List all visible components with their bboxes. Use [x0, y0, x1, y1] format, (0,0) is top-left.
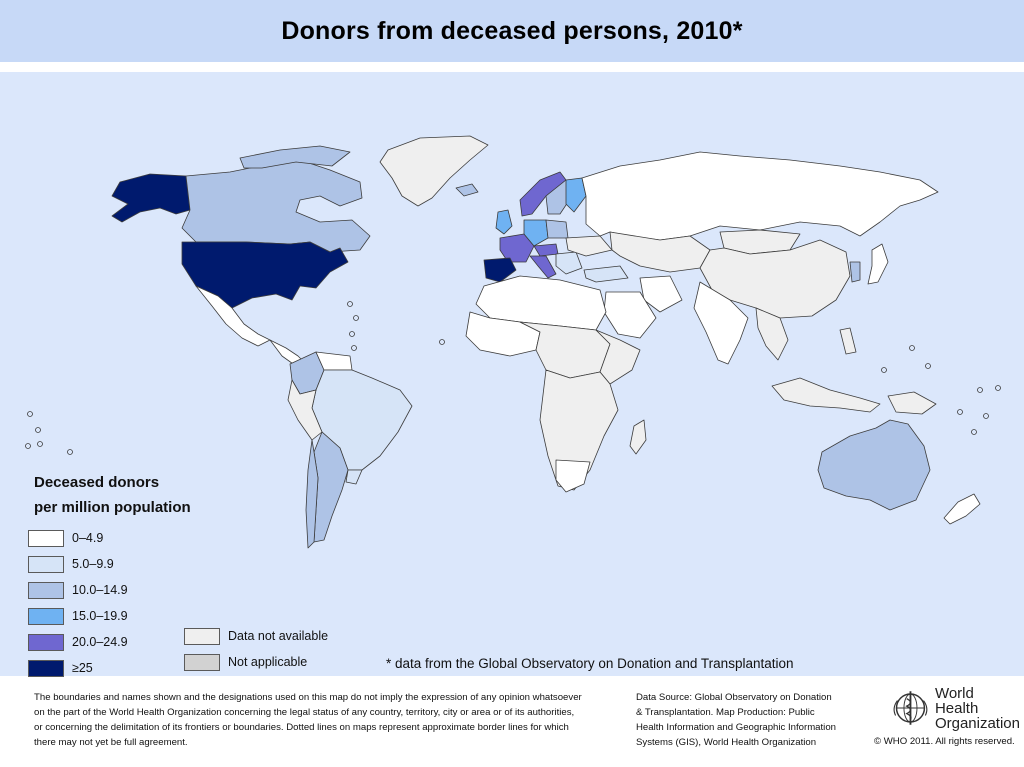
disclaimer-line: The boundaries and names shown and the d… — [34, 692, 582, 703]
world-map — [25, 135, 1001, 549]
disclaimer-line: or concerning the delimitation of its fr… — [34, 722, 569, 733]
region-sweden — [545, 179, 573, 215]
who-logo: World Health Organization — [890, 686, 1020, 731]
legend-classes: 0–4.9 5.0–9.9 10.0–14.9 15.0–19.9 20.0–2… — [28, 526, 368, 680]
region-austria — [533, 243, 559, 257]
region-alaska — [111, 173, 191, 223]
region-spain — [483, 257, 517, 283]
source-line: Data Source: Global Observatory on Donat… — [636, 692, 832, 703]
region-central-asia — [609, 231, 711, 273]
region-balkans — [555, 251, 583, 275]
region-iceland — [455, 183, 479, 197]
disclaimer: The boundaries and names shown and the d… — [34, 690, 614, 750]
region-australia — [817, 419, 931, 511]
region-east-africa — [595, 329, 641, 385]
legend-item: ≥25 — [28, 656, 368, 680]
region-russia — [581, 151, 939, 241]
region-indonesia — [771, 377, 881, 413]
map-title: Donors from deceased persons, 2010* — [281, 16, 743, 45]
region-uk — [495, 209, 513, 235]
legend-other: Data not available Not applicable — [184, 624, 328, 676]
source-line: Systems (GIS), World Health Organization — [636, 737, 817, 748]
legend-swatch — [28, 659, 64, 677]
copyright: © WHO 2011. All rights reserved. — [874, 736, 1015, 747]
region-canada — [181, 159, 371, 253]
region-south-africa — [555, 459, 591, 493]
region-new-zealand — [943, 493, 981, 525]
who-name: World Health Organization — [935, 686, 1020, 731]
legend-item: 15.0–19.9 — [28, 604, 368, 628]
region-canada-islands — [239, 145, 351, 169]
region-china — [699, 239, 851, 319]
who-emblem-icon — [893, 691, 928, 725]
region-india — [693, 281, 749, 365]
region-italy — [529, 255, 557, 279]
region-se-asia — [755, 307, 789, 361]
data-source: Data Source: Global Observatory on Donat… — [636, 690, 856, 750]
legend-item: 0–4.9 — [28, 526, 368, 550]
legend-title-line1: Deceased donors — [34, 474, 160, 491]
region-poland — [545, 219, 569, 239]
footnote: * data from the Global Observatory on Do… — [386, 656, 794, 671]
legend-label: 20.0–24.9 — [72, 635, 128, 649]
source-line: Health Information and Geographic Inform… — [636, 722, 836, 733]
legend-label: ≥25 — [72, 661, 93, 675]
legend-swatch — [28, 581, 64, 599]
disclaimer-line: on the part of the World Health Organiza… — [34, 707, 575, 718]
island-markers — [25, 301, 1001, 455]
region-philippines — [839, 327, 857, 355]
legend-item: 20.0–24.9 — [28, 630, 368, 654]
legend: Deceased donors per million population 0… — [28, 470, 368, 682]
region-iran — [639, 275, 683, 313]
legend-label: 5.0–9.9 — [72, 557, 114, 571]
region-ukraine — [565, 235, 613, 257]
region-finland — [565, 177, 587, 213]
who-name-line1: World Health — [934, 684, 979, 717]
legend-label: 10.0–14.9 — [72, 583, 128, 597]
source-line: & Transplantation. Map Production: Publi… — [636, 707, 815, 718]
title-banner: Donors from deceased persons, 2010* — [0, 0, 1024, 62]
region-germany — [523, 219, 549, 247]
who-name-line2: Organization — [934, 714, 1020, 732]
legend-item: 5.0–9.9 — [28, 552, 368, 576]
region-japan — [867, 243, 889, 285]
legend-item: Data not available — [184, 624, 328, 648]
legend-label: 0–4.9 — [72, 531, 104, 545]
legend-swatch — [28, 633, 64, 651]
legend-swatch — [184, 653, 220, 671]
region-chile — [305, 439, 319, 549]
legend-swatch — [28, 555, 64, 573]
legend-label: 15.0–19.9 — [72, 609, 128, 623]
region-turkey — [583, 265, 629, 283]
map-panel: Deceased donors per million population 0… — [0, 72, 1024, 677]
legend-swatch — [28, 529, 64, 547]
legend-swatch — [28, 607, 64, 625]
legend-title-line2: per million population — [34, 499, 191, 516]
legend-label: Not applicable — [228, 655, 308, 669]
disclaimer-line: there may not yet be full agreement. — [34, 737, 188, 748]
region-new-guinea — [887, 391, 937, 415]
legend-item: 10.0–14.9 — [28, 578, 368, 602]
legend-label: Data not available — [228, 629, 329, 643]
legend-swatch — [184, 627, 220, 645]
region-korea — [849, 261, 861, 283]
legend-item: Not applicable — [184, 650, 328, 674]
region-madagascar — [629, 419, 647, 455]
legend-title: Deceased donors per million population — [34, 470, 368, 520]
region-uruguay — [345, 469, 363, 485]
region-greenland — [379, 135, 489, 207]
